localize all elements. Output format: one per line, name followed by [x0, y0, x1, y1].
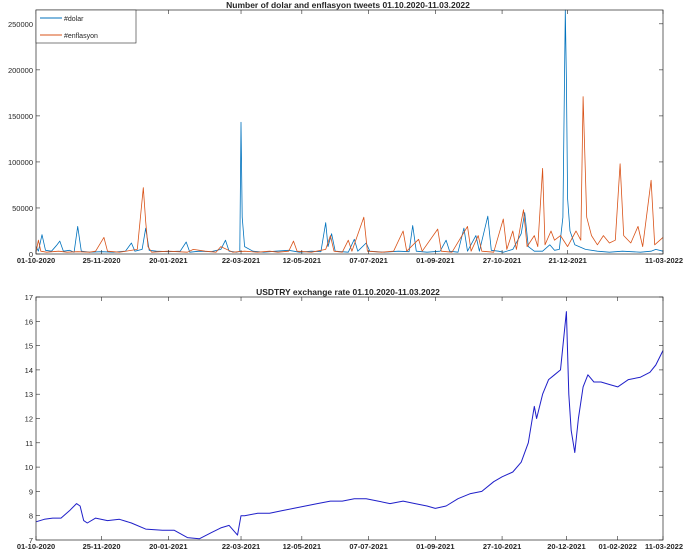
x-tick-label: 01-10-2020 [17, 542, 55, 551]
y-tick-label: 14 [25, 366, 33, 375]
y-tick-label: 7 [29, 536, 33, 545]
y-tick-label: 13 [25, 390, 33, 399]
chart-tweets: Number of dolar and enflasyon tweets 01.… [8, 0, 683, 265]
x-tick-label: 01-09-2021 [416, 542, 454, 551]
axes-box [35, 296, 664, 541]
x-tick-label: 12-05-2021 [283, 256, 321, 265]
x-tick-label: 25-11-2020 [83, 256, 121, 265]
x-tick-label: 07-07-2021 [349, 256, 387, 265]
x-tick-label: 01-09-2021 [416, 256, 454, 265]
y-tick-label: 50000 [12, 204, 33, 213]
series-line-dolar [35, 9, 664, 253]
x-tick-label: 11-03-2022 [645, 542, 683, 551]
chart-title: USDTRY exchange rate 01.10.2020-11.03.20… [256, 287, 440, 297]
x-tick-label: 21-12-2021 [548, 256, 586, 265]
x-tick-label: 07-07-2021 [349, 542, 387, 551]
y-tick-label: 100000 [8, 158, 33, 167]
plot-area [35, 311, 664, 540]
x-tick-label: 27-10-2021 [483, 256, 521, 265]
y-tick-label: 8 [29, 512, 33, 521]
x-tick-label: 12-05-2021 [283, 542, 321, 551]
y-tick-label: 16 [25, 317, 33, 326]
axes-box [35, 9, 664, 255]
x-tick-label: 01-10-2020 [17, 256, 55, 265]
axes: 0 50000 100000 150000 200000 250000 01-10-2020… [8, 9, 683, 265]
x-tick-label: 20-12-2021 [547, 542, 585, 551]
y-tick-label: 250000 [8, 20, 33, 29]
y-tick-label: 11 [25, 439, 33, 448]
series-line-usdtry [35, 311, 664, 540]
legend: #dolar #enflasyon [35, 9, 137, 44]
y-tick-label: 9 [29, 487, 33, 496]
y-tick-label: 17 [25, 293, 33, 302]
legend-label-enflasyon: #enflasyon [64, 33, 98, 40]
y-tick-label: 12 [25, 415, 33, 424]
x-tick-label: 22-03-2021 [222, 542, 260, 551]
x-tick-label: 22-03-2021 [222, 256, 260, 265]
chart-title: Number of dolar and enflasyon tweets 01.… [226, 0, 470, 10]
chart-usdtry: USDTRY exchange rate 01.10.2020-11.03.20… [17, 287, 683, 551]
series-line-enflasyon [35, 96, 664, 253]
x-tick-label: 11-03-2022 [645, 256, 683, 265]
y-tick-label: 10 [25, 463, 33, 472]
axes: 7 8 9 10 11 12 13 14 15 16 17 01-10-2020 25-11-2020 2… [17, 293, 683, 551]
x-tick-label: 27-10-2021 [483, 542, 521, 551]
x-tick-label: 20-01-2021 [149, 542, 187, 551]
x-tick-label: 20-01-2021 [149, 256, 187, 265]
y-tick-label: 200000 [8, 66, 33, 75]
legend-label-dolar: #dolar [64, 16, 84, 23]
legend-box [35, 9, 137, 44]
x-tick-label: 25-11-2020 [83, 542, 121, 551]
plot-area [35, 9, 664, 253]
y-tick-label: 150000 [8, 112, 33, 121]
y-tick-label: 0 [29, 250, 33, 259]
y-tick-label: 15 [25, 342, 33, 351]
x-tick-label: 01-02-2022 [599, 542, 637, 551]
